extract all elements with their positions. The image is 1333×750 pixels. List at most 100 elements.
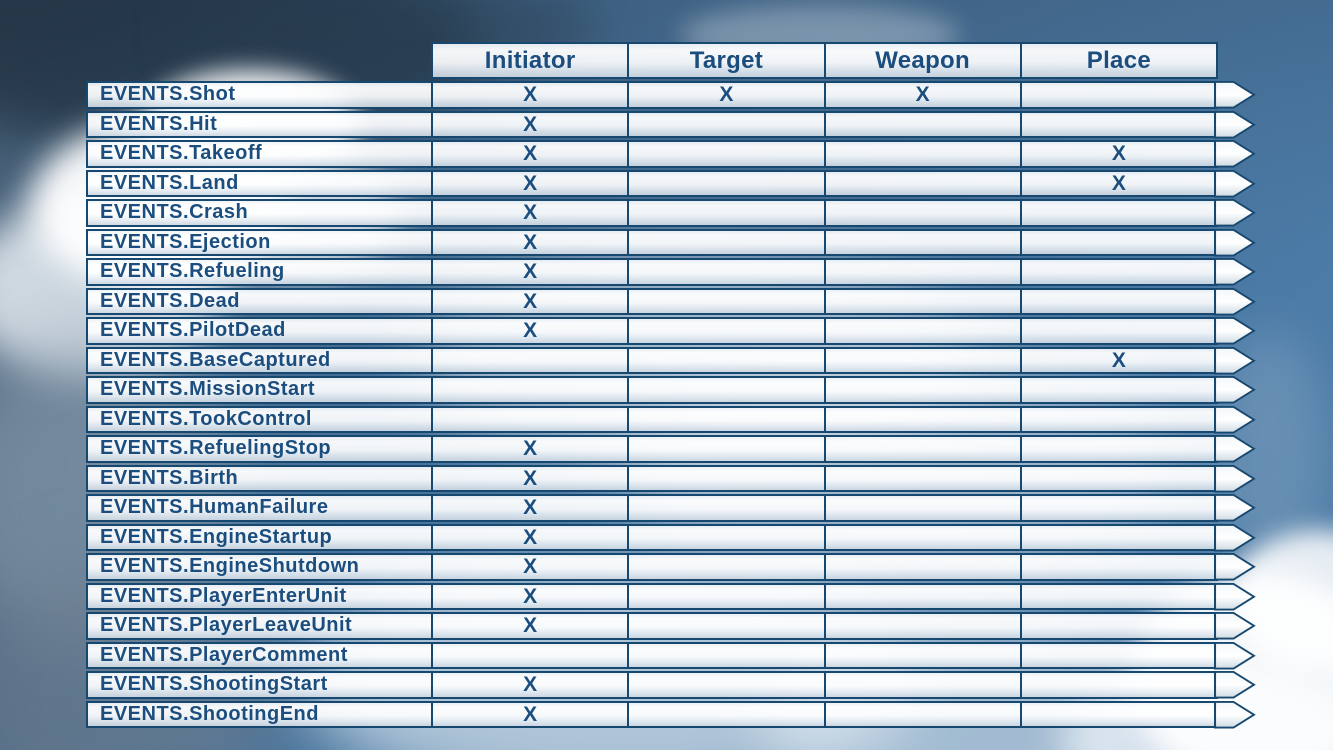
mark-cell-target	[627, 702, 823, 726]
mark-cell-initiator: X	[431, 584, 627, 608]
row-label: EVENTS.Refueling	[100, 260, 285, 283]
mark-cell-weapon	[823, 643, 1020, 667]
table-row: EVENTS.Birth X	[86, 464, 1256, 492]
mark-cell-target: X	[627, 83, 823, 107]
row-arrow-icon	[1214, 317, 1256, 345]
table-row: EVENTS.EngineStartup X	[86, 523, 1256, 551]
row-arrow-icon	[1214, 553, 1256, 581]
mark-cell-weapon	[823, 319, 1020, 343]
mark-cell-place	[1019, 319, 1216, 343]
mark-cell-target	[627, 289, 823, 313]
mark-cell-target	[627, 260, 823, 284]
row-label: EVENTS.ShootingEnd	[100, 702, 319, 725]
mark-cell-initiator: X	[431, 437, 627, 461]
row-arrow-icon	[1214, 523, 1256, 551]
mark-cell-place	[1019, 260, 1216, 284]
mark-cell-weapon	[823, 407, 1020, 431]
table-rows: EVENTS.Shot X X X EVENTS.Hit X EVENTS.Ta…	[86, 81, 1256, 728]
mark-cell-target	[627, 643, 823, 667]
row-arrow-icon	[1214, 140, 1256, 168]
mark-cell-initiator: X	[431, 142, 627, 166]
mark-cell-weapon	[823, 378, 1020, 402]
mark-cell-weapon	[823, 437, 1020, 461]
table-row: EVENTS.Ejection X	[86, 228, 1256, 256]
mark-cell-initiator: X	[431, 83, 627, 107]
mark-cell-target	[627, 171, 823, 195]
row-arrow-icon	[1214, 376, 1256, 404]
row-arrow-icon	[1214, 494, 1256, 522]
mark-cell-initiator: X	[431, 171, 627, 195]
mark-cell-initiator: X	[431, 496, 627, 520]
mark-cell-place	[1019, 289, 1216, 313]
table-row: EVENTS.ShootingStart X	[86, 671, 1256, 699]
mark-cell-place	[1019, 407, 1216, 431]
mark-cell-weapon	[823, 673, 1020, 697]
mark-cell-place	[1019, 584, 1216, 608]
mark-cell-place	[1019, 496, 1216, 520]
mark-cell-initiator	[431, 407, 627, 431]
mark-cell-weapon	[823, 142, 1020, 166]
mark-cell-initiator	[431, 378, 627, 402]
mark-cell-target	[627, 673, 823, 697]
mark-cell-place	[1019, 614, 1216, 638]
mark-cell-initiator: X	[431, 230, 627, 254]
mark-cell-target	[627, 496, 823, 520]
mark-cell-target	[627, 407, 823, 431]
row-arrow-icon	[1214, 435, 1256, 463]
mark-cell-initiator	[431, 348, 627, 372]
mark-cell-weapon	[823, 496, 1020, 520]
mark-cell-target	[627, 112, 823, 136]
column-header-target: Target	[627, 44, 823, 77]
row-arrow-icon	[1214, 169, 1256, 197]
mark-cell-initiator: X	[431, 319, 627, 343]
mark-cell-target	[627, 142, 823, 166]
table-row: EVENTS.BaseCaptured X	[86, 346, 1256, 374]
row-label: EVENTS.BaseCaptured	[100, 348, 331, 371]
mark-cell-place	[1019, 673, 1216, 697]
row-arrow-icon	[1214, 199, 1256, 227]
row-label: EVENTS.Shot	[100, 83, 236, 106]
row-label: EVENTS.PlayerLeaveUnit	[100, 614, 353, 637]
mark-cell-weapon	[823, 230, 1020, 254]
table-row: EVENTS.Dead X	[86, 287, 1256, 315]
table-row: EVENTS.Refueling X	[86, 258, 1256, 286]
mark-cell-weapon	[823, 525, 1020, 549]
mark-cell-target	[627, 555, 823, 579]
row-arrow-icon	[1214, 582, 1256, 610]
row-label: EVENTS.Birth	[100, 466, 239, 489]
table-row: EVENTS.TookControl	[86, 405, 1256, 433]
row-label: EVENTS.RefuelingStop	[100, 437, 332, 460]
row-label: EVENTS.Dead	[100, 289, 240, 312]
mark-cell-place	[1019, 525, 1216, 549]
row-label: EVENTS.Takeoff	[100, 142, 263, 165]
column-header-place: Place	[1019, 44, 1216, 77]
mark-cell-target	[627, 201, 823, 225]
table-row: EVENTS.Crash X	[86, 199, 1256, 227]
table-row: EVENTS.PlayerEnterUnit X	[86, 582, 1256, 610]
row-label: EVENTS.Crash	[100, 201, 249, 224]
mark-cell-initiator: X	[431, 555, 627, 579]
mark-cell-place	[1019, 112, 1216, 136]
table-row: EVENTS.MissionStart	[86, 376, 1256, 404]
row-arrow-icon	[1214, 405, 1256, 433]
mark-cell-target	[627, 319, 823, 343]
mark-cell-target	[627, 230, 823, 254]
mark-cell-place	[1019, 466, 1216, 490]
table-row: EVENTS.HumanFailure X	[86, 494, 1256, 522]
table-row: EVENTS.ShootingEnd X	[86, 700, 1256, 728]
row-label: EVENTS.PlayerEnterUnit	[100, 584, 347, 607]
mark-cell-place	[1019, 437, 1216, 461]
table-row: EVENTS.Land X X	[86, 169, 1256, 197]
mark-cell-weapon	[823, 260, 1020, 284]
table-row: EVENTS.Takeoff X X	[86, 140, 1256, 168]
row-label: EVENTS.ShootingStart	[100, 673, 328, 696]
row-label: EVENTS.PilotDead	[100, 319, 286, 342]
table-row: EVENTS.Shot X X X	[86, 81, 1256, 109]
row-label: EVENTS.EngineShutdown	[100, 555, 360, 578]
mark-cell-weapon	[823, 289, 1020, 313]
row-arrow-icon	[1214, 81, 1256, 109]
row-arrow-icon	[1214, 671, 1256, 699]
row-arrow-icon	[1214, 228, 1256, 256]
mark-cell-target	[627, 437, 823, 461]
